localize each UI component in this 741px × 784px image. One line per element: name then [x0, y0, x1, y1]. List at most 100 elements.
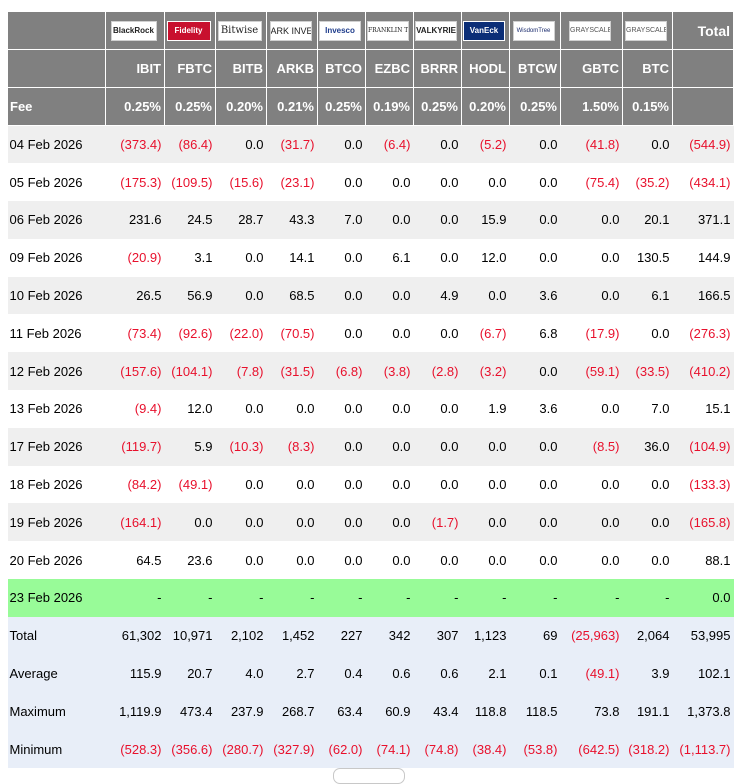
fee-value: 0.25%: [105, 87, 165, 126]
total-header-empty: [672, 49, 734, 88]
flow-cell: 0.0: [317, 503, 366, 542]
summary-cell: (25,963): [560, 616, 623, 655]
fund-logo-cell: Invesco: [317, 11, 366, 50]
fund-logo-icon: Fidelity: [166, 20, 211, 41]
flow-cell: 130.5: [622, 238, 673, 277]
summary-cell: (327.9): [266, 730, 318, 769]
summary-row: Maximum 1,119.9 473.4 237.9 268.7 63.4 60.9 43.…: [7, 692, 734, 731]
summary-cell: 118.8: [461, 692, 510, 731]
summary-cell: (1,113.7): [672, 730, 734, 769]
fund-logo-cell: Bitwise: [215, 11, 267, 50]
ticker-header: BTCW: [509, 49, 561, 88]
fee-value: 0.19%: [365, 87, 414, 126]
flow-cell: 6.1: [365, 238, 414, 277]
summary-cell: 1,119.9: [105, 692, 165, 731]
summary-cell: 473.4: [164, 692, 216, 731]
flow-cell: 1.9: [461, 390, 510, 428]
flow-cell: 0.0: [317, 125, 366, 164]
flow-cell: -: [509, 579, 561, 617]
fund-logo-cell: BlackRock: [105, 11, 165, 50]
flow-cell: (104.1): [164, 352, 216, 391]
flow-cell: 0.0: [365, 276, 414, 315]
flow-cell: 0.0: [215, 125, 267, 164]
flow-cell: 0.0: [413, 238, 462, 277]
summary-cell: 2,064: [622, 616, 673, 655]
scroll-handle[interactable]: [333, 768, 405, 784]
flow-cell: 0.0: [509, 541, 561, 580]
date-cell: 05 Feb 2026: [7, 163, 106, 202]
flow-cell: 68.5: [266, 276, 318, 315]
row-total-cell: (434.1): [672, 163, 734, 202]
flow-cell: (7.8): [215, 352, 267, 391]
summary-cell: 0.6: [413, 654, 462, 693]
flow-cell: 0.0: [317, 390, 366, 428]
summary-cell: (642.5): [560, 730, 623, 769]
table-row: 20 Feb 2026 64.5 23.6 0.0 0.0 0.0 0.0 0.0 0.0 0.0…: [7, 541, 734, 580]
flow-cell: 0.0: [317, 276, 366, 315]
flow-cell: 0.0: [413, 541, 462, 580]
flow-cell: (22.0): [215, 314, 267, 353]
summary-cell: 63.4: [317, 692, 366, 731]
table-row: 23 Feb 2026- - - - - - - - - - -0.0: [7, 579, 734, 617]
fund-logo-icon: VanEck: [463, 20, 505, 41]
flow-cell: 7.0: [622, 390, 673, 428]
fund-logo-icon: Invesco: [319, 20, 361, 41]
flow-cell: (17.9): [560, 314, 623, 353]
fee-value: 0.15%: [622, 87, 673, 126]
summary-cell: 69: [509, 616, 561, 655]
date-cell: 23 Feb 2026: [7, 579, 106, 617]
flow-cell: 0.0: [509, 352, 561, 391]
flow-cell: 36.0: [622, 427, 673, 466]
row-total-cell: 0.0: [672, 579, 734, 617]
fund-logo-icon: WisdomTree: [512, 20, 555, 41]
flow-cell: (35.2): [622, 163, 673, 202]
flow-cell: 7.0: [317, 201, 366, 239]
flow-cell: 0.0: [365, 427, 414, 466]
flow-cell: 0.0: [622, 503, 673, 542]
flow-cell: -: [365, 579, 414, 617]
flow-cell: 0.0: [461, 427, 510, 466]
flow-cell: -: [413, 579, 462, 617]
date-cell: 13 Feb 2026: [7, 390, 106, 428]
summary-row: Minimum (528.3) (356.6) (280.7) (327.9) (62.0…: [7, 730, 734, 769]
fund-logo-icon: GRAYSCALE: [625, 20, 667, 41]
fund-logo-cell: FRANKLIN TEMPLETON: [365, 11, 414, 50]
flow-cell: 6.1: [622, 276, 673, 315]
flow-cell: 0.0: [317, 314, 366, 353]
summary-cell: 3.9: [622, 654, 673, 693]
flow-cell: (373.4): [105, 125, 165, 164]
flow-cell: 23.6: [164, 541, 216, 580]
ticker-header: ARKB: [266, 49, 318, 88]
fund-logo-icon: FRANKLIN TEMPLETON: [367, 20, 409, 41]
flow-cell: 0.0: [509, 201, 561, 239]
table-row: 13 Feb 2026 (9.4) 12.0 0.0 0.0 0.0 0.0 0.0 1.9 3.…: [7, 390, 734, 428]
summary-cell: 2.1: [461, 654, 510, 693]
flow-cell: 0.0: [365, 201, 414, 239]
flow-cell: (164.1): [105, 503, 165, 542]
flow-cell: (15.6): [215, 163, 267, 202]
summary-cell: 1,452: [266, 616, 318, 655]
flow-cell: (49.1): [164, 465, 216, 504]
flow-cell: 0.0: [413, 201, 462, 239]
row-total-cell: (276.3): [672, 314, 734, 353]
summary-cell: 191.1: [622, 692, 673, 731]
flow-cell: (119.7): [105, 427, 165, 466]
fund-logo-cell: WisdomTree: [509, 11, 561, 50]
corner-cell: [7, 11, 106, 50]
flow-cell: 64.5: [105, 541, 165, 580]
flow-cell: 14.1: [266, 238, 318, 277]
corner-cell: [7, 49, 106, 88]
flow-cell: 0.0: [365, 390, 414, 428]
table-header: BlackRock Fidelity Bitwise ARK INVEST Invesc…: [7, 11, 734, 126]
summary-row: Total 61,302 10,971 2,102 1,452 227 342 307 1,12…: [7, 616, 734, 655]
flow-cell: 0.0: [317, 541, 366, 580]
summary-cell: 20.7: [164, 654, 216, 693]
flow-cell: 12.0: [461, 238, 510, 277]
flow-cell: 0.0: [164, 503, 216, 542]
fee-label: Fee: [7, 87, 106, 126]
flow-cell: -: [164, 579, 216, 617]
ticker-row: IBIT FBTC BITB ARKB BTCO EZBC BRRR HODL BTCW GBTC…: [7, 49, 734, 88]
flow-cell: 5.9: [164, 427, 216, 466]
flow-cell: (92.6): [164, 314, 216, 353]
flow-cell: (41.8): [560, 125, 623, 164]
